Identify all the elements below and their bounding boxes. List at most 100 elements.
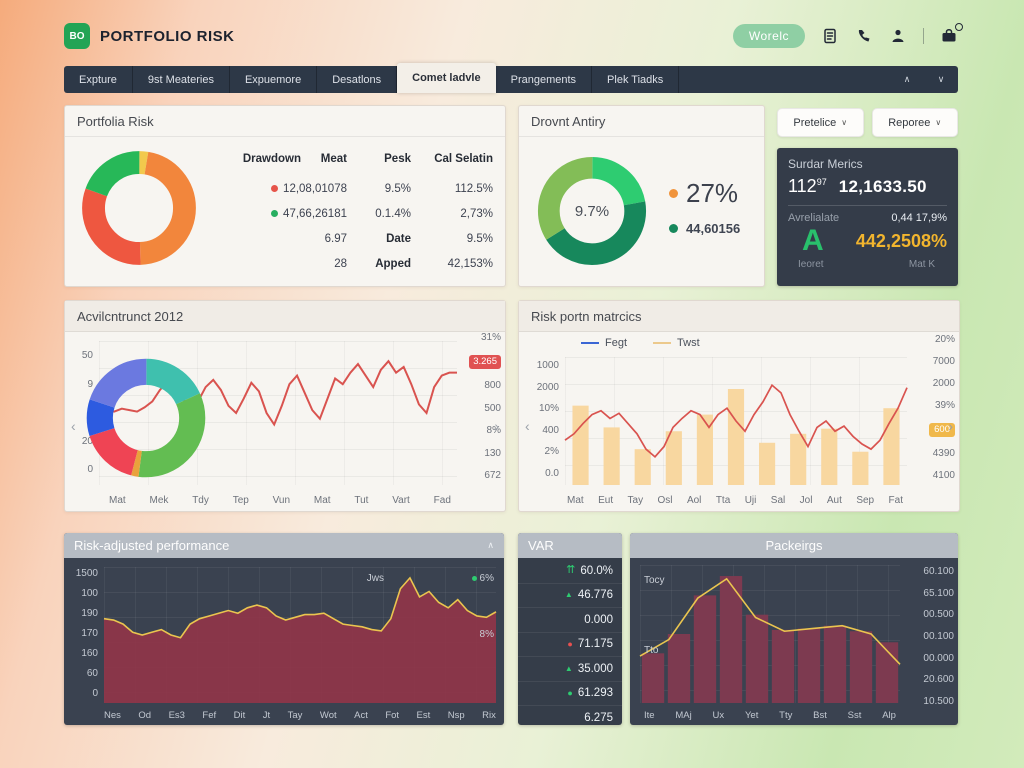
reporee-dropdown[interactable]: Reporee — [871, 108, 958, 137]
axis-tick: Fef — [202, 710, 217, 721]
axis-tick: 0 — [87, 464, 93, 475]
axis-tick: Mat — [109, 495, 126, 506]
y-axis-left: 1000 2000 10% 400 2% 0.0 — [525, 361, 559, 479]
panel-risk-matrix: Risk portn matrcics Fegt Twst 1000 2000 10%… — [518, 300, 960, 512]
nav-tab[interactable]: Comet ladvle — [397, 63, 496, 93]
x-axis: Ite MAj Ux Yet Tty Bst Sst Alp — [644, 710, 896, 721]
portfolio-table-rows: 12,08,01078 9.5% 112.5% 47,66,26181 0.1.… — [213, 176, 495, 276]
axis-tick: 20.600 — [923, 674, 954, 686]
prev-arrow-icon[interactable] — [525, 419, 530, 433]
col-header: Pesk — [384, 152, 411, 165]
axis-tick: Fot — [385, 710, 400, 721]
axis-tick: Mat — [313, 495, 331, 506]
legend-item: 44,60156 — [669, 221, 740, 236]
axis-tick: 31% — [480, 332, 501, 343]
trend-icon — [565, 591, 573, 599]
nav-tab[interactable]: Plek Tiadks — [592, 66, 680, 93]
metric-value: 11297 — [788, 176, 827, 196]
table-cell: 112.5% — [454, 182, 493, 195]
axis-tick: Es3 — [168, 710, 185, 721]
var-row: 60.0% — [518, 559, 622, 584]
axis-tick: 00.100 — [923, 630, 954, 642]
next-arrow-icon[interactable] — [948, 419, 953, 433]
axis-tick: Aut — [826, 495, 842, 506]
footer-label: Mat K — [908, 259, 935, 270]
axis-tick: 65.100 — [923, 587, 954, 599]
chart-legend: Fegt Twst — [581, 337, 700, 349]
axis-tick: Alp — [882, 710, 896, 721]
trend-icon — [566, 565, 575, 576]
nav-tab[interactable]: 9st Meateries — [133, 66, 230, 93]
panel-packeirgs: Packeirgs 60.100 65.100 00.500 00.100 00.000… — [630, 533, 958, 725]
panel-title: Packeirgs — [765, 538, 823, 553]
axis-tick: Jt — [262, 710, 271, 721]
axis-tick: 10% — [538, 403, 559, 415]
journal-icon[interactable] — [821, 27, 839, 45]
pretelice-dropdown[interactable]: Pretelice — [777, 108, 864, 137]
axis-tick: Vun — [272, 495, 291, 506]
x-axis: Mat Eut Tay Osl Aol Tta Uji Sal Jol Aut Sep Fat — [567, 495, 903, 506]
series-dot-icon — [271, 185, 279, 192]
y-axis-right: 20% 7000 2000 39% 600 4390 4100 — [913, 335, 955, 481]
footer-label: Ieoret — [798, 259, 824, 270]
axis-tick: Osl — [657, 495, 673, 506]
prev-arrow-icon[interactable] — [71, 419, 76, 433]
next-arrow-icon[interactable] — [494, 419, 499, 433]
panel-surdar-merics: Surdar Merics 11297 12,1633.50 Avreliala… — [777, 148, 958, 286]
legend-dot-icon — [669, 189, 678, 198]
panel-risk-adjusted: Risk-adjusted performance 15001001901701… — [64, 533, 504, 725]
workspace-pill-button[interactable]: Worelc — [732, 24, 805, 48]
axis-tick: Yet — [744, 710, 759, 721]
axis-tick: Rix — [482, 710, 496, 721]
axis-tick: Ite — [644, 710, 655, 721]
panel-portfolio-risk: Portfolia Risk Drawdown Meat Pesk Cal Se… — [64, 105, 506, 287]
axis-tick: Wot — [319, 710, 337, 721]
briefcase-icon[interactable] — [940, 23, 963, 45]
axis-tick: 0 — [92, 688, 98, 699]
nav-collapse-down-icon[interactable] — [924, 66, 958, 93]
axis-tick: Act — [354, 710, 368, 721]
axis-tick: 60.100 — [923, 566, 954, 577]
surdar-row: Avrelialate 0,44 17,9% — [788, 212, 947, 224]
panel-title: Risk portn matrcics — [519, 301, 959, 332]
legend-swatch-icon — [581, 342, 599, 345]
drovnt-legend: 27% 44,60156 — [669, 178, 740, 236]
nav-tab[interactable]: Desatlons — [317, 66, 398, 93]
nav-collapse-up-icon[interactable] — [890, 66, 924, 93]
metric-value-main: 12,1633.50 — [838, 177, 927, 196]
axis-tick: Tut — [354, 495, 369, 506]
axis-tick: 1500 — [75, 568, 98, 579]
user-icon[interactable] — [889, 27, 907, 45]
chart-annotation: 8% — [479, 629, 494, 640]
header-actions: Worelc — [732, 23, 963, 48]
nav-tab[interactable]: Prangements — [496, 66, 593, 93]
axis-tick: 500 — [484, 402, 501, 414]
collapse-icon[interactable] — [487, 540, 494, 551]
axis-tick: Fad — [433, 495, 451, 506]
nav-tab[interactable]: Expuemore — [230, 66, 318, 93]
axis-tick: Tep — [232, 495, 249, 506]
axis-tick: 1000 — [536, 360, 559, 371]
axis-tick: 20% — [934, 334, 955, 345]
x-axis: Nes Od Es3 Fef Dit Jt Tay Wot Act Fot Est Nsp Rix — [104, 710, 496, 721]
phone-icon[interactable] — [855, 27, 873, 45]
table-cell: Apped — [375, 257, 411, 270]
axis-tick: 7000 — [932, 356, 955, 368]
panel-drovnt-antiry: Drovnt Antiry 9.7% 27% 44,60156 — [518, 105, 765, 287]
table-row-value: 28 — [334, 257, 347, 270]
trend-icon — [567, 689, 572, 698]
panel-acvilcntrunct: Acvilcntrunct 2012 50 9 7 20 0 31% 3.265 800 50… — [64, 300, 506, 512]
axis-tick: 4390 — [932, 447, 955, 459]
status-dot-icon — [471, 576, 477, 581]
table-row-value: 12,08,01078 — [271, 183, 347, 195]
chart-annotation: 6% — [471, 573, 494, 584]
acvil-donut-chart — [85, 357, 207, 479]
panel-header-bar: Risk-adjusted performance — [64, 533, 504, 558]
axis-tick: 0.0 — [545, 467, 559, 479]
nav-tab[interactable]: Expture — [64, 66, 133, 93]
legend-item: Fegt — [581, 337, 627, 349]
panel-title: Surdar Merics — [788, 157, 863, 171]
axis-tick: 60 — [86, 668, 98, 679]
var-row: 71.175 — [518, 633, 622, 657]
